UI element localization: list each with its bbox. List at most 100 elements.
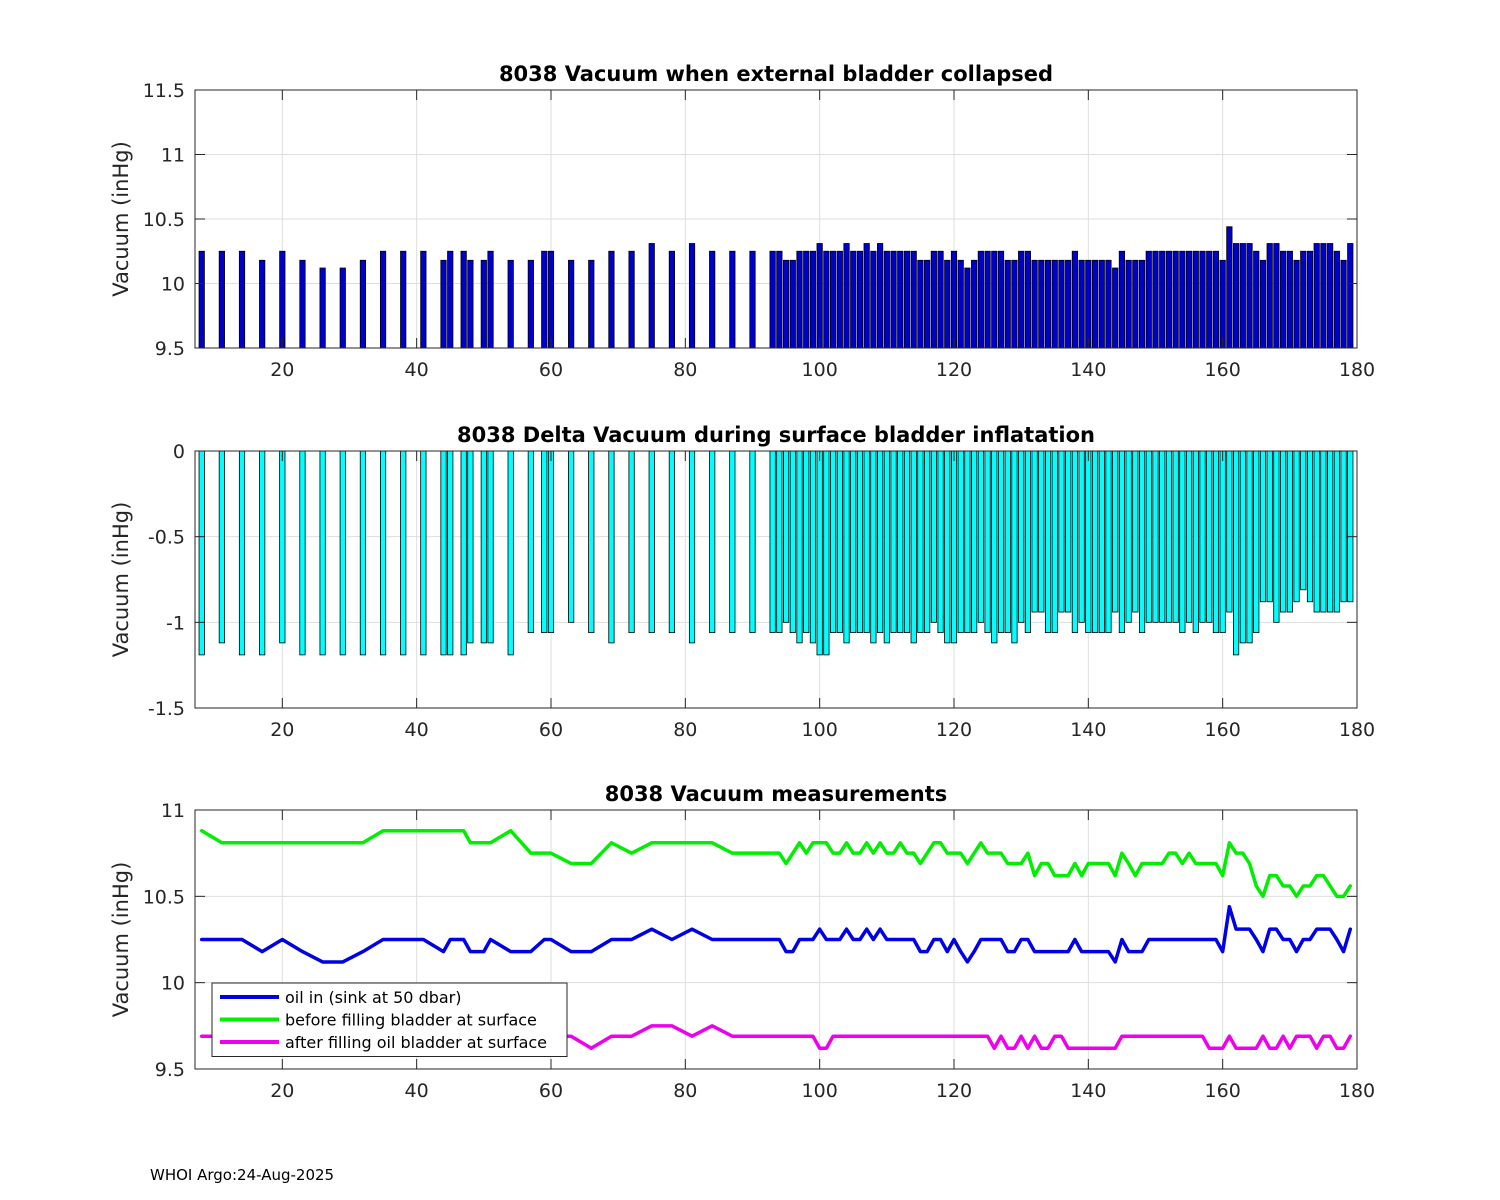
bar (400, 250, 407, 349)
bar (1058, 259, 1065, 349)
bar (198, 250, 205, 349)
chart-vacuum-collapsed: 20 40 60 80 100 120 140 160 180 9.5 10 10.5 11 11.5 80… (109, 62, 1375, 381)
y-tick-label: 11 (161, 145, 185, 167)
bar (480, 450, 487, 644)
bar (1078, 259, 1085, 349)
bar (1085, 450, 1092, 634)
bar (1091, 259, 1099, 349)
bar (1132, 450, 1139, 613)
bar (944, 259, 951, 349)
bar (1233, 243, 1240, 349)
bar (924, 450, 931, 634)
bar (420, 250, 427, 349)
bar (1018, 250, 1025, 349)
bar (568, 450, 575, 623)
bar (1065, 259, 1072, 349)
bar (809, 250, 817, 349)
bar (1165, 250, 1173, 349)
x-tick-label: 180 (1339, 719, 1375, 741)
chart-title: 8038 Delta Vacuum during surface bladder… (457, 423, 1095, 447)
bar (1313, 450, 1320, 613)
bar (527, 259, 534, 349)
bar (547, 250, 555, 349)
x-tick-label: 140 (1070, 359, 1106, 381)
footer-timestamp: WHOI Argo:24-Aug-2025 (150, 1166, 335, 1184)
bar (1179, 250, 1186, 349)
bar (769, 250, 776, 349)
legend-label-1: before filling bladder at surface (285, 1011, 537, 1030)
bar (648, 450, 655, 634)
bar (1078, 450, 1085, 623)
bar (977, 450, 984, 623)
bar (447, 250, 454, 349)
bar (1280, 450, 1287, 613)
bar (1266, 243, 1273, 349)
bar (903, 250, 911, 349)
bar (843, 243, 850, 349)
bar (997, 250, 1005, 349)
bar (1172, 450, 1179, 623)
bar (218, 250, 225, 349)
bar (1192, 450, 1199, 634)
bar (1105, 450, 1112, 634)
bar (1306, 250, 1314, 349)
bar (1058, 450, 1065, 613)
bar (749, 450, 756, 634)
bar (460, 250, 467, 349)
bar (1098, 259, 1105, 349)
bar (568, 259, 575, 349)
bar (850, 250, 857, 349)
bar (1038, 259, 1045, 349)
bar (991, 250, 998, 349)
x-tick-label: 120 (936, 359, 972, 381)
x-tick-label: 120 (936, 1080, 972, 1102)
bar (937, 250, 944, 349)
bar (1327, 243, 1334, 349)
bar (1044, 450, 1052, 634)
bar (897, 450, 904, 634)
axes-frame (194, 450, 1358, 709)
x-tick-label: 60 (539, 1080, 563, 1102)
bar (816, 450, 823, 656)
bar (910, 250, 917, 349)
bar (856, 250, 864, 349)
bar (749, 250, 756, 349)
bar (870, 250, 877, 349)
bar (1105, 259, 1112, 349)
bar (547, 450, 555, 634)
bar (359, 450, 367, 656)
bar (709, 250, 716, 349)
bar (1038, 450, 1045, 613)
x-tick-label: 140 (1070, 1080, 1106, 1102)
bar (1280, 250, 1287, 349)
x-tick-label: 180 (1339, 1080, 1375, 1102)
bar (238, 250, 246, 349)
y-tick-label: 10.5 (143, 886, 185, 908)
bar (1226, 450, 1233, 613)
bar (1293, 450, 1300, 603)
bar (299, 259, 306, 349)
bar (1333, 450, 1340, 613)
chart-delta-vacuum: 20 40 60 80 100 120 140 160 180 -1.5 -1 -0.5 0 8038 D… (109, 423, 1375, 741)
y-tick-label: 10 (161, 973, 185, 995)
bar (238, 450, 246, 656)
bar (688, 450, 696, 644)
x-tick-label: 40 (405, 1080, 429, 1102)
bar (782, 259, 790, 349)
bar (319, 267, 326, 349)
bar (1051, 450, 1058, 634)
bar (359, 259, 367, 349)
bar (836, 450, 843, 634)
bar (1333, 250, 1340, 349)
legend-label-0: oil in (sink at 50 dbar) (285, 988, 462, 1007)
bar (1239, 243, 1246, 349)
bar (1179, 450, 1186, 634)
bar (608, 450, 615, 644)
bar (924, 259, 931, 349)
bar (541, 250, 548, 349)
y-tick-label: 0 (173, 441, 185, 463)
bar (917, 450, 924, 634)
bar (930, 250, 937, 349)
bar (1246, 243, 1253, 349)
bar (789, 259, 796, 349)
